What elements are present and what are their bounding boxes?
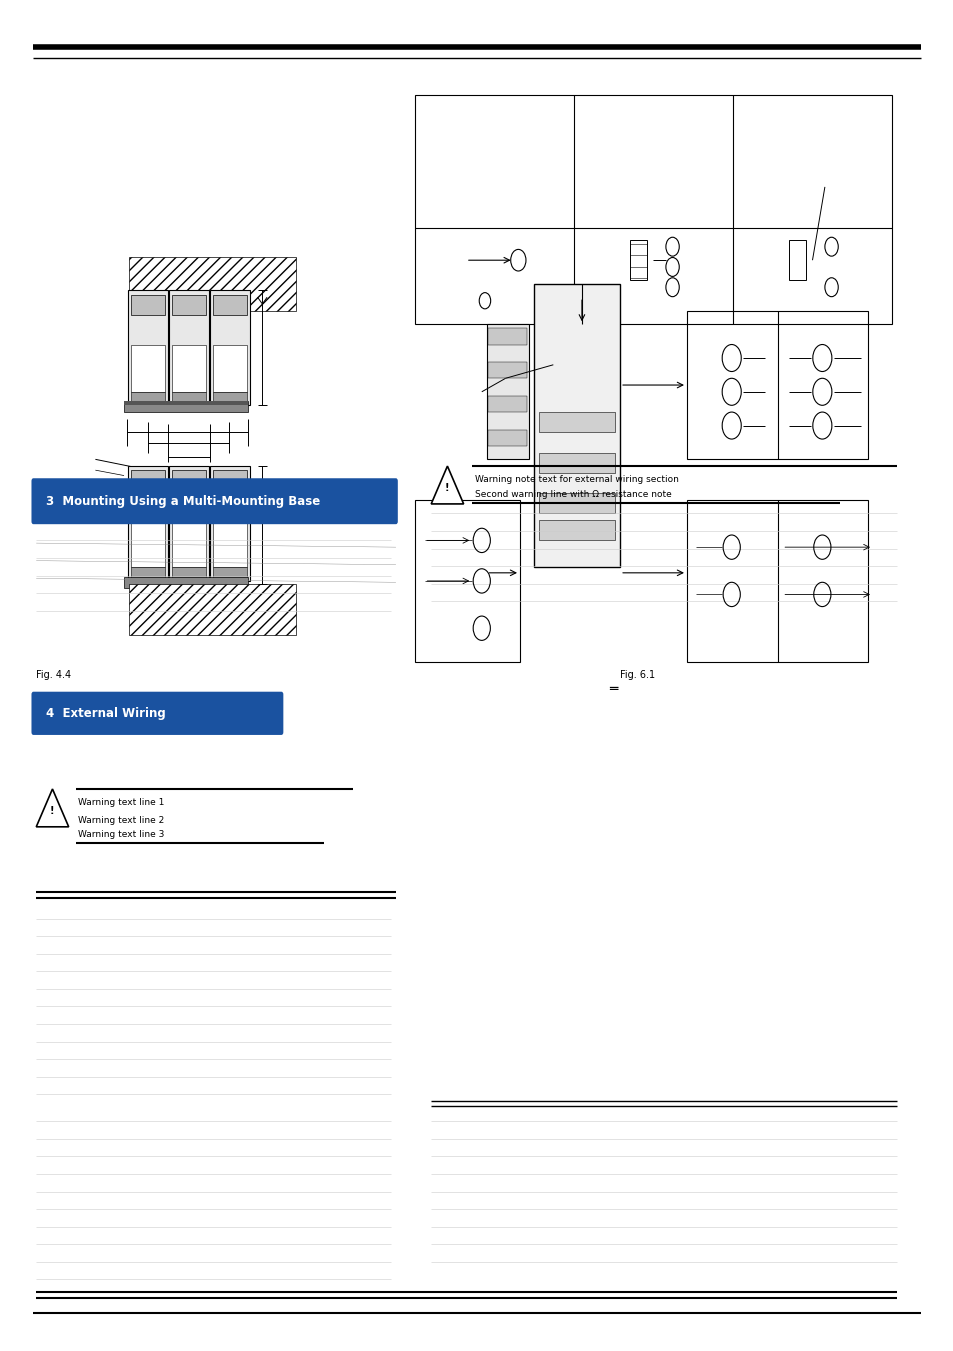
Bar	[169, 290, 209, 405]
Bar	[131, 345, 165, 392]
Bar	[538, 520, 615, 540]
Text: 3  Mounting Using a Multi-Mounting Base: 3 Mounting Using a Multi-Mounting Base	[46, 494, 319, 508]
Bar	[131, 567, 165, 578]
Bar	[169, 466, 209, 581]
Bar	[213, 470, 247, 490]
Bar	[488, 362, 526, 378]
Bar	[488, 328, 526, 345]
Bar	[172, 520, 206, 567]
Bar	[486, 324, 529, 459]
Bar	[213, 345, 247, 392]
Bar	[538, 412, 615, 432]
Bar	[172, 567, 206, 578]
Text: Warning text line 2: Warning text line 2	[78, 816, 164, 824]
Bar	[538, 493, 615, 513]
Bar	[213, 520, 247, 567]
Bar	[213, 392, 247, 403]
Bar	[629, 240, 646, 281]
Bar	[686, 500, 867, 662]
Bar	[128, 290, 168, 405]
Text: ═: ═	[608, 682, 617, 696]
Text: Warning text line 1: Warning text line 1	[78, 798, 165, 807]
Text: 4  External Wiring: 4 External Wiring	[46, 707, 166, 720]
Text: Fig. 6.1: Fig. 6.1	[619, 670, 655, 681]
Bar	[131, 520, 165, 567]
FancyBboxPatch shape	[31, 478, 397, 524]
Bar	[131, 470, 165, 490]
Polygon shape	[36, 789, 69, 827]
Bar	[213, 295, 247, 315]
Polygon shape	[431, 466, 463, 504]
Text: Warning note text for external wiring section: Warning note text for external wiring se…	[475, 476, 679, 484]
Bar	[129, 257, 295, 311]
Text: Warning text line 3: Warning text line 3	[78, 831, 165, 839]
Bar	[686, 311, 867, 459]
Bar	[128, 466, 168, 581]
Bar	[538, 453, 615, 473]
Bar	[488, 396, 526, 412]
Bar	[131, 392, 165, 403]
Bar	[172, 392, 206, 403]
Bar	[788, 240, 805, 281]
Text: Second warning line with Ω resistance note: Second warning line with Ω resistance no…	[475, 490, 671, 499]
Text: Fig. 4.4: Fig. 4.4	[36, 670, 71, 681]
Bar	[124, 401, 248, 412]
Text: !: !	[444, 482, 448, 493]
Bar	[415, 500, 519, 662]
Bar	[210, 290, 250, 405]
Bar	[124, 577, 248, 588]
Bar	[415, 95, 891, 324]
Bar	[172, 345, 206, 392]
Bar	[172, 295, 206, 315]
Bar	[488, 430, 526, 446]
Bar	[213, 567, 247, 578]
Bar	[124, 401, 248, 405]
Bar	[172, 470, 206, 490]
FancyBboxPatch shape	[31, 692, 283, 735]
Text: !: !	[50, 805, 53, 816]
Bar	[210, 466, 250, 581]
Bar	[131, 295, 165, 315]
Bar	[129, 584, 295, 635]
Bar	[534, 284, 619, 567]
